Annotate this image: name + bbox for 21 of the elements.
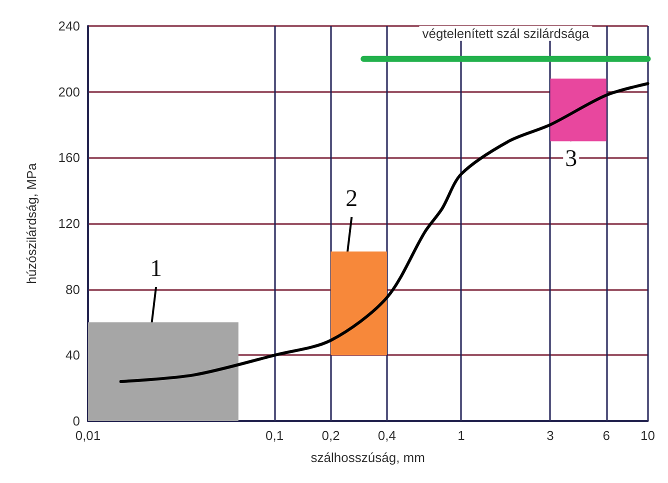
y-tick-label: 120 [58, 216, 80, 231]
y-tick-label: 200 [58, 84, 80, 100]
y-tick-label: 80 [66, 282, 80, 297]
x-tick-label: 6 [602, 428, 610, 443]
y-tick-label: 40 [66, 348, 80, 363]
x-tick-label: 0,1 [266, 428, 284, 443]
x-tick-label: 3 [546, 428, 554, 443]
x-tick-label: 0,2 [322, 428, 340, 443]
y-tick-label: 240 [58, 18, 80, 34]
y-tick-label: 0 [72, 414, 80, 428]
annotation: 1 [150, 256, 162, 282]
series-label: végtelenített szál szilárdsága [422, 26, 590, 41]
x-tick-label: 10 [640, 428, 656, 443]
annotation: 3 [565, 146, 578, 172]
x-tick-label: 0,4 [378, 428, 396, 443]
annotation: 2 [346, 186, 358, 212]
x-tick-label: 0,01 [75, 428, 101, 443]
y-axis-title: húzószilárdság, MPa [24, 162, 39, 284]
x-tick-label: 1 [458, 428, 465, 443]
y-tick-label: 160 [58, 150, 80, 166]
x-axis-title: szálhosszúság, mm [310, 450, 425, 465]
